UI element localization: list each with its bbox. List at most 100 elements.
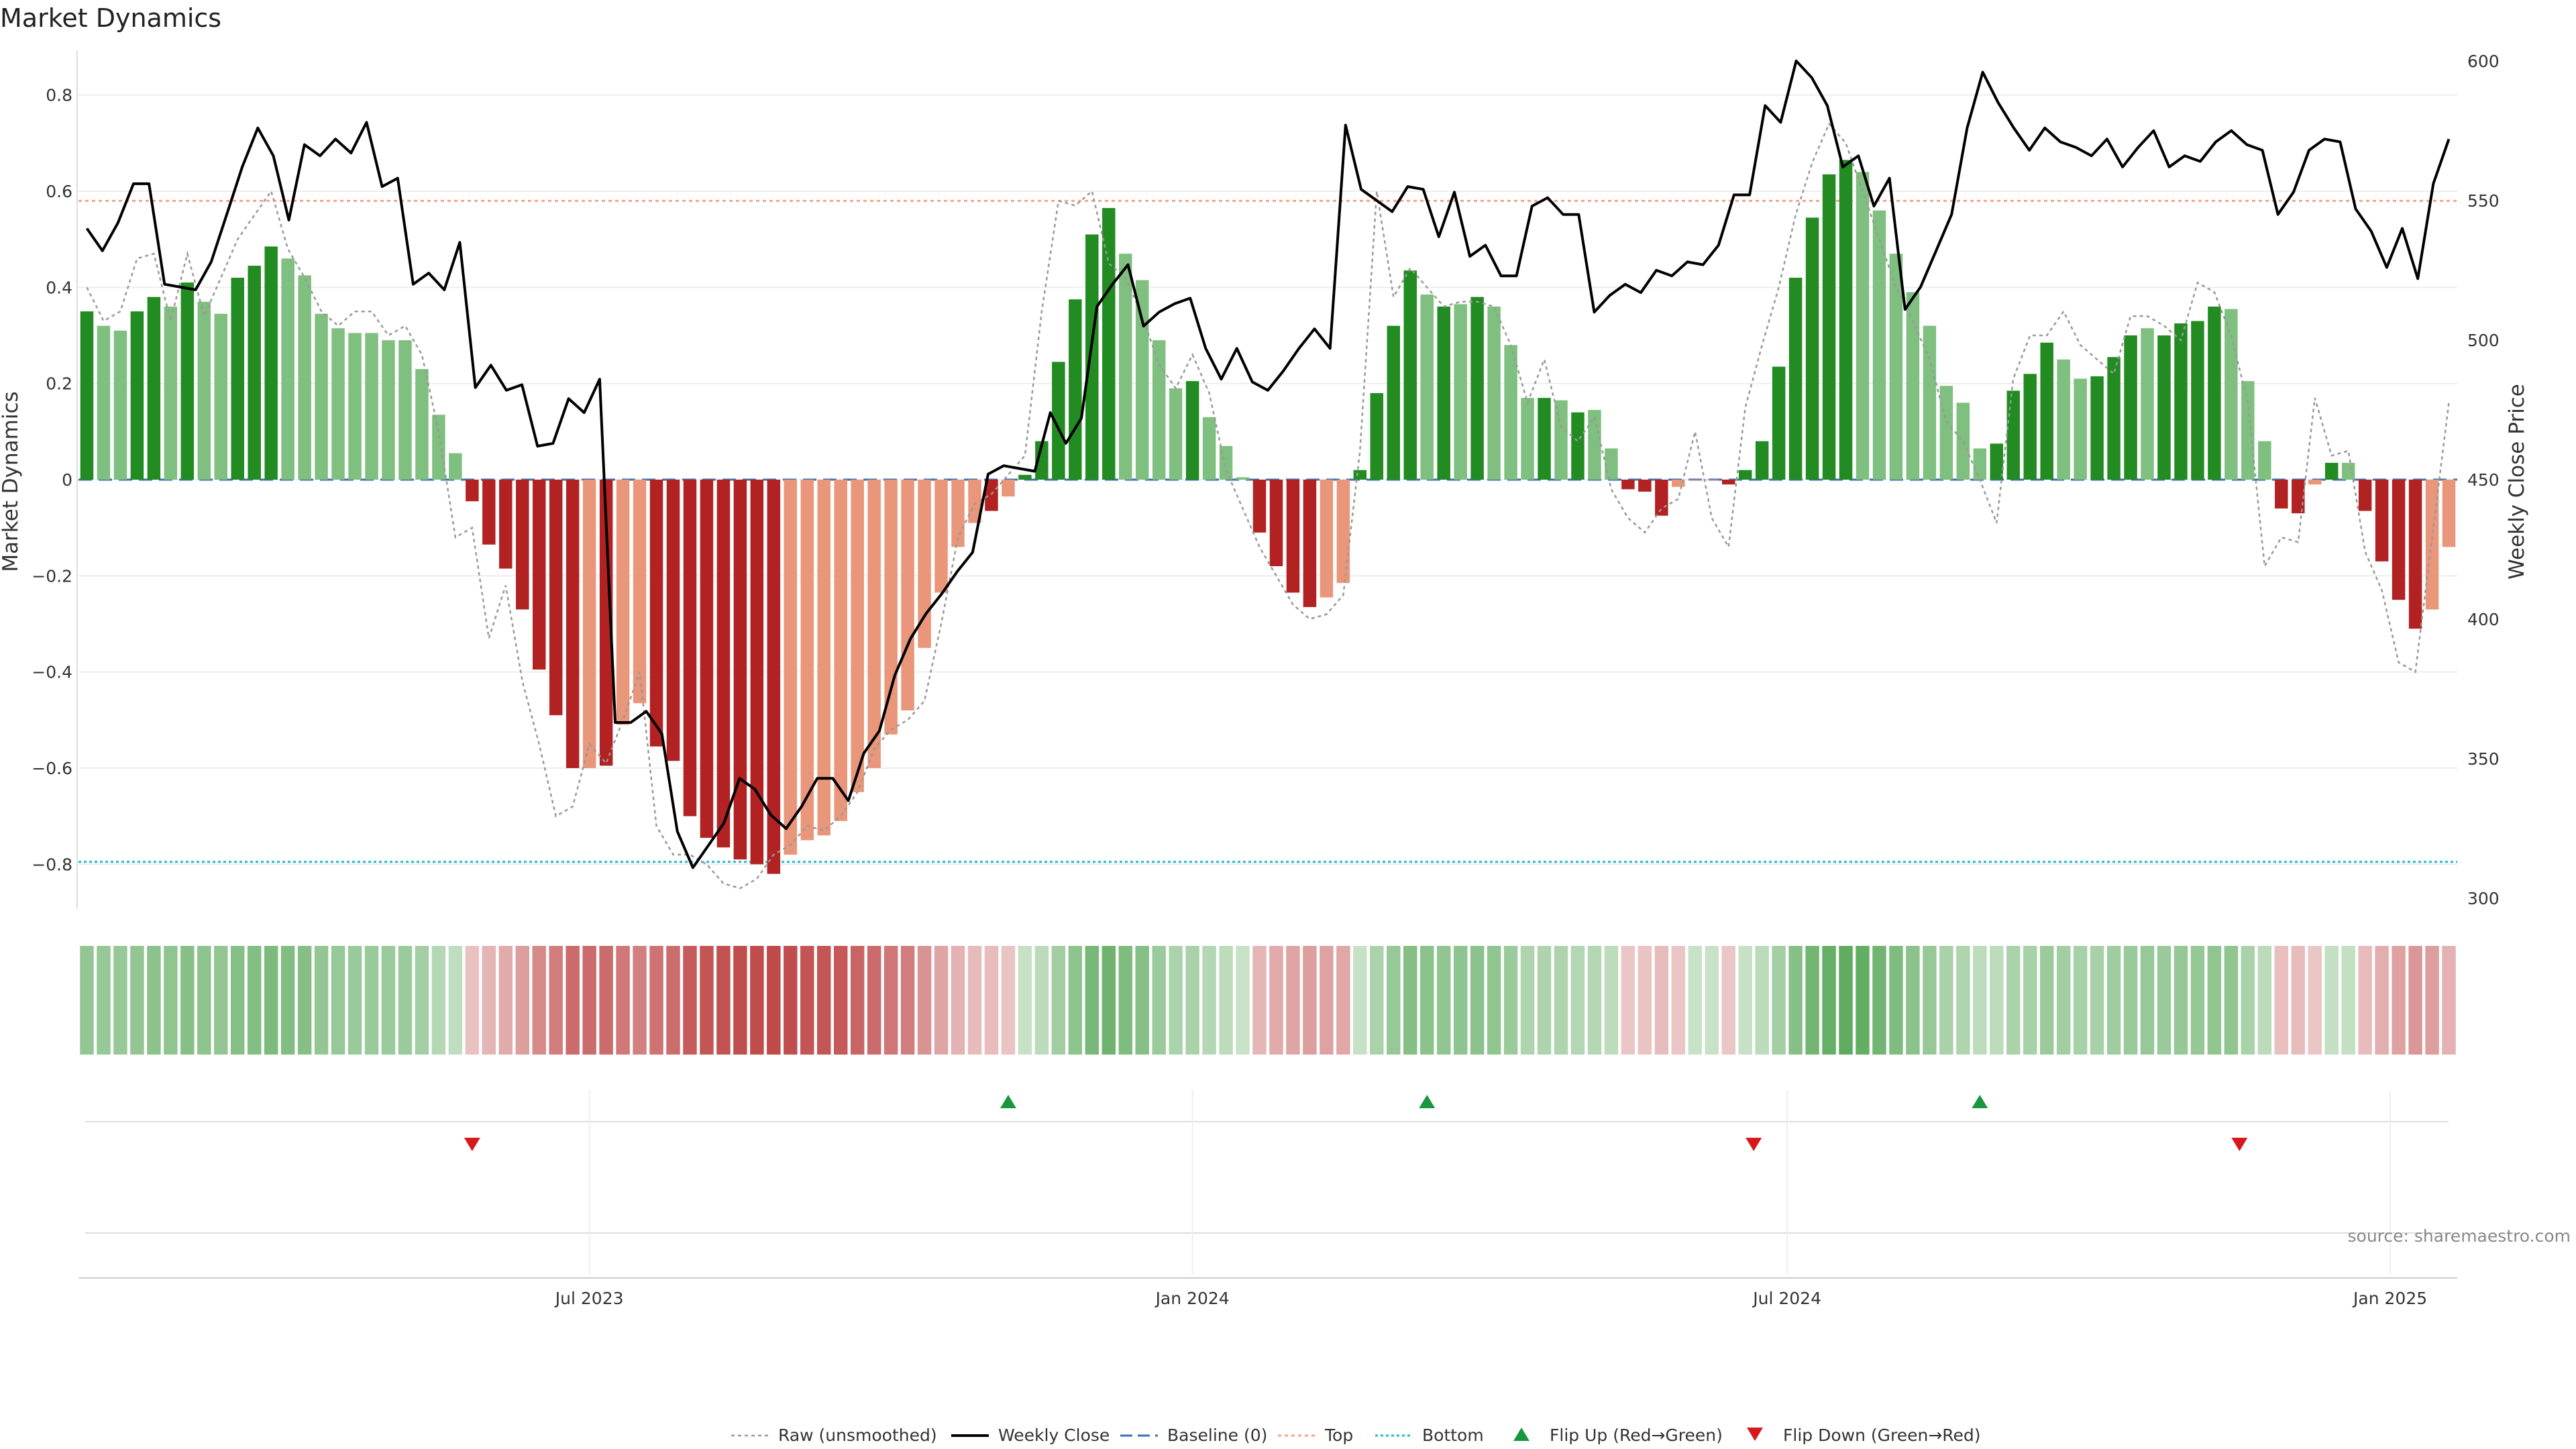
heat-strip-cell xyxy=(280,946,295,1055)
heat-strip-cell xyxy=(1554,946,1568,1055)
y-tick-right: 300 xyxy=(2467,889,2500,908)
flip-up-marker xyxy=(1972,1095,1988,1108)
dynamics-bar xyxy=(1638,480,1652,492)
dynamics-bar xyxy=(499,480,513,569)
heat-strip-cell xyxy=(1570,946,1585,1055)
dynamics-bar xyxy=(1320,480,1334,598)
heat-strip-cell xyxy=(633,946,647,1055)
dynamics-bar xyxy=(1387,325,1401,480)
dynamics-bar xyxy=(2191,321,2204,480)
dynamics-bar xyxy=(398,340,412,480)
dynamics-bar xyxy=(2258,441,2271,480)
heat-strip-cell xyxy=(448,946,463,1055)
heat-strip-cell xyxy=(97,946,111,1055)
heat-strip xyxy=(80,946,2456,1055)
heat-strip-cell xyxy=(750,946,764,1055)
legend-label: Bottom xyxy=(1422,1426,1484,1445)
y-tick-right: 450 xyxy=(2467,470,2500,490)
dynamics-bar xyxy=(1521,398,1534,480)
heat-strip-cell xyxy=(230,946,245,1055)
heat-strip-cell xyxy=(649,946,663,1055)
dynamics-bar xyxy=(2275,480,2288,508)
dynamics-bar xyxy=(2006,390,2020,480)
heat-strip-cell xyxy=(984,946,999,1055)
y-tick-right: 400 xyxy=(2467,610,2500,629)
flip-up-marker xyxy=(1419,1095,1436,1108)
dynamics-bar xyxy=(549,480,563,716)
heat-strip-cell xyxy=(164,946,178,1055)
heat-strip-cell xyxy=(1286,946,1300,1055)
heat-strip-cell xyxy=(113,946,127,1055)
dynamics-bar xyxy=(449,453,462,480)
y-tick-right: 600 xyxy=(2467,52,2500,71)
dynamics-bar xyxy=(851,480,864,792)
dynamics-bar xyxy=(599,480,613,766)
y-tick-left: 0.4 xyxy=(46,278,72,297)
dynamics-bar xyxy=(767,480,781,874)
heat-strip-cell xyxy=(247,946,262,1055)
dynamics-bar xyxy=(516,480,529,610)
weekly-close-line xyxy=(85,59,2451,869)
heat-strip-cell xyxy=(2324,946,2339,1055)
flip-down-marker xyxy=(464,1138,480,1151)
dynamics-bar xyxy=(817,480,830,836)
legend-label: Weekly Close xyxy=(998,1426,1110,1445)
heat-strip-cell xyxy=(582,946,596,1055)
dynamics-bar xyxy=(867,480,881,768)
heat-strip-cell xyxy=(1923,946,1937,1055)
heat-strip-cell xyxy=(900,946,915,1055)
heat-strip-cell xyxy=(2375,946,2389,1055)
dynamics-bar xyxy=(1085,234,1099,480)
heat-strip-cell xyxy=(1755,946,1769,1055)
heat-strip-cell xyxy=(532,946,546,1055)
heat-strip-cell xyxy=(1470,946,1485,1055)
heat-strip-cell xyxy=(197,946,211,1055)
heat-strip-cell xyxy=(1503,946,1518,1055)
heat-strip-cell xyxy=(1973,946,1987,1055)
heat-strip-cell xyxy=(482,946,496,1055)
heat-strip-cell xyxy=(2157,946,2171,1055)
dynamics-bar xyxy=(1252,480,1267,533)
dynamics-bar xyxy=(716,480,731,848)
dynamics-bar xyxy=(466,480,479,502)
heat-strip-cell xyxy=(850,946,865,1055)
heat-strip-cell xyxy=(465,946,480,1055)
dynamics-bar xyxy=(633,480,647,704)
dynamics-bar xyxy=(1470,297,1484,480)
flip-markers xyxy=(85,1095,2449,1234)
dynamics-bar xyxy=(616,480,630,725)
dynamics-bar xyxy=(2107,357,2121,480)
heat-strip-cell xyxy=(2257,946,2272,1055)
heat-strip-cell xyxy=(381,946,396,1055)
dynamics-bar xyxy=(1069,299,1082,480)
heat-strip-cell xyxy=(1872,946,1886,1055)
heat-strip-cell xyxy=(599,946,613,1055)
heat-strip-cell xyxy=(1001,946,1016,1055)
dynamics-bar xyxy=(1822,174,1836,480)
dynamics-bar xyxy=(1135,280,1149,480)
heat-strip-cell xyxy=(398,946,413,1055)
heat-strip-cell xyxy=(331,946,345,1055)
heat-strip-cell xyxy=(2224,946,2239,1055)
dynamics-bar xyxy=(566,480,580,768)
dynamics-bar xyxy=(1772,366,1786,480)
dynamics-bar xyxy=(1002,480,1015,497)
heat-strip-cell xyxy=(951,946,965,1055)
y-tick-left: −0.4 xyxy=(32,663,72,682)
dynamics-bar xyxy=(1889,254,1903,480)
heat-strip-cell xyxy=(1202,946,1216,1055)
legend-label: Flip Up (Red→Green) xyxy=(1550,1426,1723,1445)
dynamics-bar xyxy=(147,297,161,480)
y-tick-left: 0.2 xyxy=(46,374,72,394)
dynamics-bar xyxy=(1185,381,1199,480)
heat-strip-cell xyxy=(733,946,747,1055)
dynamics-bar xyxy=(1353,470,1367,480)
heat-strip-cell xyxy=(1604,946,1619,1055)
heat-strip-cell xyxy=(1654,946,1669,1055)
heat-strip-cell xyxy=(2073,946,2088,1055)
heat-strip-cell xyxy=(415,946,429,1055)
heat-strip-cell xyxy=(616,946,630,1055)
y-tick-left: −0.6 xyxy=(32,759,72,778)
dynamics-bar xyxy=(482,480,496,545)
dynamics-bar xyxy=(2174,323,2188,480)
